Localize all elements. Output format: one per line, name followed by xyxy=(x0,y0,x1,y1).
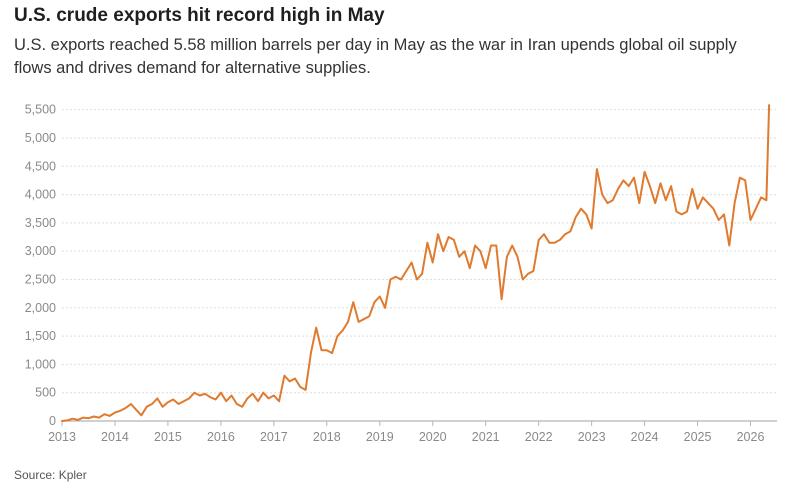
x-tick-label: 2026 xyxy=(737,430,765,444)
y-tick-label: 3,500 xyxy=(25,216,56,230)
gridlines xyxy=(62,109,777,422)
y-axis: 0 500 1,000 1,500 2,000 2,500 3,000 3,500 4,000 4… xyxy=(25,103,56,428)
x-tick-label: 2024 xyxy=(631,430,659,444)
x-tick-label: 2013 xyxy=(48,430,76,444)
series-layer xyxy=(61,104,771,422)
y-tick-label: 1,500 xyxy=(25,329,56,343)
x-tick-label: 2016 xyxy=(207,430,235,444)
x-tick-label: 2019 xyxy=(366,430,394,444)
y-tick-label: 0 xyxy=(49,414,56,428)
chart-subtitle: U.S. exports reached 5.58 million barrel… xyxy=(14,36,737,77)
x-tick-label: 2020 xyxy=(419,430,447,444)
source-note: Source: Kpler xyxy=(14,468,87,482)
y-tick-label: 2,500 xyxy=(25,272,56,286)
x-tick-label: 2023 xyxy=(578,430,606,444)
x-tick-label: 2025 xyxy=(684,430,712,444)
x-tick-label: 2022 xyxy=(525,430,553,444)
x-tick-label: 2018 xyxy=(313,430,341,444)
y-tick-label: 1,000 xyxy=(25,357,56,371)
x-tick-label: 2017 xyxy=(260,430,288,444)
x-tick-label: 2015 xyxy=(154,430,182,444)
y-tick-label: 500 xyxy=(35,386,56,400)
y-tick-label: 2,000 xyxy=(25,301,56,315)
y-tick-label: 5,500 xyxy=(25,103,56,117)
chart-title: U.S. crude exports hit record high in Ma… xyxy=(14,5,385,26)
x-tick-label: 2014 xyxy=(101,430,129,444)
y-tick-label: 4,500 xyxy=(25,159,56,173)
x-tick-label: 2021 xyxy=(472,430,500,444)
series-line-crude-exports xyxy=(61,104,771,422)
y-tick-label: 3,000 xyxy=(25,244,56,258)
y-tick-label: 5,000 xyxy=(25,131,56,145)
y-tick-label: 4,000 xyxy=(25,188,56,202)
x-axis: 2013 2014 2015 2016 2017 2018 2019 2020 2021 2022… xyxy=(48,421,764,444)
